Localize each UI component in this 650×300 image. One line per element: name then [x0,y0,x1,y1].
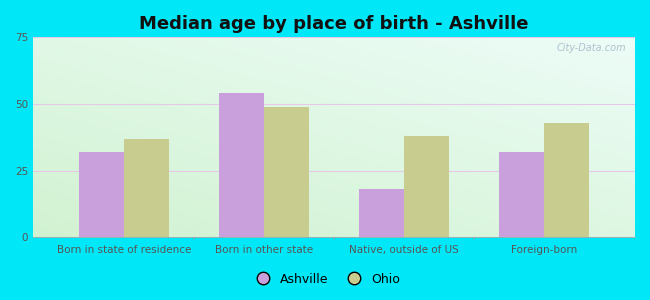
Bar [359,189,404,237]
Bar [544,123,589,237]
Bar [264,107,309,237]
Bar [219,93,264,237]
Bar [124,139,169,237]
Title: Median age by place of birth - Ashville: Median age by place of birth - Ashville [139,15,529,33]
Bar [79,152,124,237]
Bar [404,136,449,237]
Text: City-Data.com: City-Data.com [556,43,626,53]
Legend: Ashville, Ohio: Ashville, Ohio [245,268,405,291]
Bar [499,152,544,237]
